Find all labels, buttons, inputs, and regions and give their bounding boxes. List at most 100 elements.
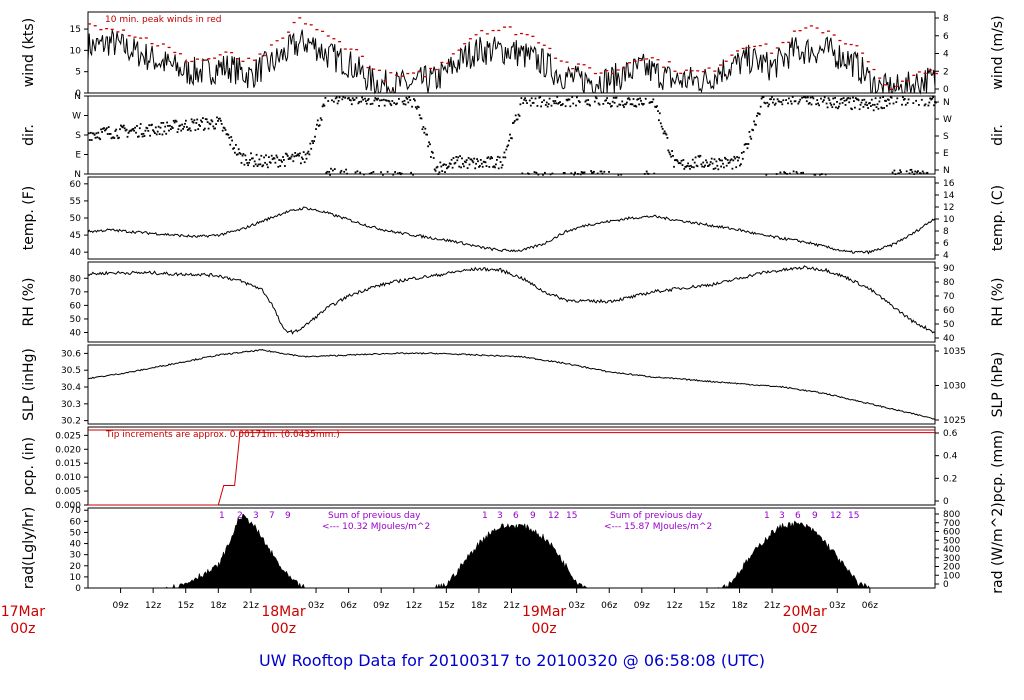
dir-point bbox=[526, 102, 528, 104]
dir-point bbox=[188, 127, 191, 130]
dir-point bbox=[730, 158, 733, 161]
dir-point bbox=[610, 105, 613, 107]
dir-point bbox=[795, 171, 798, 173]
dir-point bbox=[929, 97, 932, 100]
dir-point bbox=[847, 97, 850, 99]
dir-point bbox=[159, 126, 162, 129]
dir-point bbox=[202, 117, 204, 119]
dir-point bbox=[328, 171, 331, 173]
dir-point bbox=[807, 102, 810, 105]
x-tick-label: 06z bbox=[862, 601, 878, 611]
dir-point bbox=[576, 96, 578, 99]
slp-tick-label-left: 30.3 bbox=[61, 400, 81, 410]
wind-peak-mark bbox=[798, 30, 802, 32]
dir-point bbox=[186, 129, 189, 131]
dir-point bbox=[371, 102, 374, 105]
dir-point bbox=[350, 103, 353, 106]
dir-point bbox=[152, 129, 154, 132]
dir-point bbox=[440, 165, 443, 168]
wind-peak-mark bbox=[474, 34, 478, 36]
dir-point bbox=[590, 170, 592, 172]
slp-tick-label-right: 1025 bbox=[943, 416, 966, 426]
dir-point bbox=[219, 117, 221, 120]
dir-point bbox=[342, 96, 345, 98]
dir-point bbox=[364, 97, 366, 100]
rad-hour-marker: 3 bbox=[253, 511, 259, 521]
dir-point bbox=[249, 159, 251, 161]
dir-point bbox=[424, 127, 427, 130]
dir-point bbox=[109, 133, 112, 135]
dir-point bbox=[527, 172, 529, 175]
dir-point bbox=[333, 168, 336, 170]
dir-point bbox=[848, 101, 851, 104]
wind-peak-mark bbox=[275, 40, 279, 42]
dir-point bbox=[408, 96, 411, 99]
dir-point bbox=[178, 125, 181, 127]
dir-point bbox=[300, 162, 302, 165]
dir-point bbox=[336, 102, 339, 105]
dir-point bbox=[562, 172, 565, 174]
rad-hour-marker: 15 bbox=[848, 511, 859, 521]
dir-point bbox=[782, 99, 785, 102]
dir-point bbox=[765, 173, 768, 176]
dir-point bbox=[851, 108, 853, 111]
dir-point bbox=[709, 161, 712, 163]
dir-point bbox=[396, 102, 398, 105]
dir-point bbox=[678, 162, 681, 164]
wind-peak-mark bbox=[673, 70, 677, 72]
dir-point bbox=[633, 105, 636, 107]
dir-point bbox=[501, 164, 504, 166]
dir-point bbox=[497, 167, 500, 170]
x-tick-label: 12z bbox=[406, 601, 422, 611]
wind-peak-mark bbox=[866, 61, 870, 63]
dir-point bbox=[286, 155, 289, 157]
wind-peak-mark bbox=[929, 69, 933, 71]
dir-point bbox=[810, 103, 813, 106]
dir-point bbox=[306, 152, 309, 155]
dir-point bbox=[919, 172, 922, 175]
temp-series-line bbox=[87, 206, 936, 255]
dir-point bbox=[133, 129, 135, 132]
dir-point bbox=[704, 164, 706, 167]
dir-point bbox=[292, 160, 295, 163]
dir-point bbox=[349, 99, 352, 102]
dir-point bbox=[932, 96, 934, 99]
wind-peak-mark bbox=[406, 72, 410, 75]
dir-point bbox=[358, 101, 361, 103]
dir-point bbox=[849, 97, 852, 100]
dir-point bbox=[552, 100, 555, 102]
dir-point bbox=[600, 170, 603, 173]
dir-point bbox=[717, 168, 720, 171]
dir-point bbox=[821, 100, 824, 103]
dir-point bbox=[392, 173, 395, 176]
dir-point bbox=[155, 133, 158, 136]
dir-point bbox=[447, 165, 450, 168]
wind-peak-mark bbox=[707, 67, 711, 69]
slp-tick-label-right: 1035 bbox=[943, 347, 966, 357]
wind-peak-mark bbox=[787, 41, 791, 43]
dir-point bbox=[597, 102, 600, 105]
wind-peak-mark bbox=[605, 70, 609, 72]
dir-point bbox=[294, 152, 297, 154]
dir-panel-frame bbox=[87, 95, 936, 175]
dir-point bbox=[680, 159, 683, 162]
dir-point bbox=[783, 171, 786, 173]
dir-point bbox=[755, 123, 757, 126]
dir-point bbox=[360, 100, 363, 103]
wind-peak-mark bbox=[440, 61, 444, 64]
dir-point bbox=[391, 100, 394, 102]
dir-point bbox=[379, 99, 381, 102]
dir-point bbox=[616, 105, 619, 108]
rad-sum-value: <--- 10.32 MJoules/m^2 bbox=[322, 522, 430, 532]
wind-peak-mark bbox=[383, 80, 387, 82]
dir-point bbox=[182, 128, 184, 130]
dir-point bbox=[175, 120, 178, 123]
dir-point bbox=[639, 97, 641, 100]
dir-point bbox=[815, 103, 818, 106]
dir-point bbox=[785, 99, 787, 101]
wind-peak-mark bbox=[662, 66, 666, 68]
wind-peak-mark bbox=[804, 27, 808, 29]
dir-point bbox=[756, 115, 758, 117]
dir-point bbox=[187, 128, 190, 131]
dir-point bbox=[913, 173, 916, 175]
